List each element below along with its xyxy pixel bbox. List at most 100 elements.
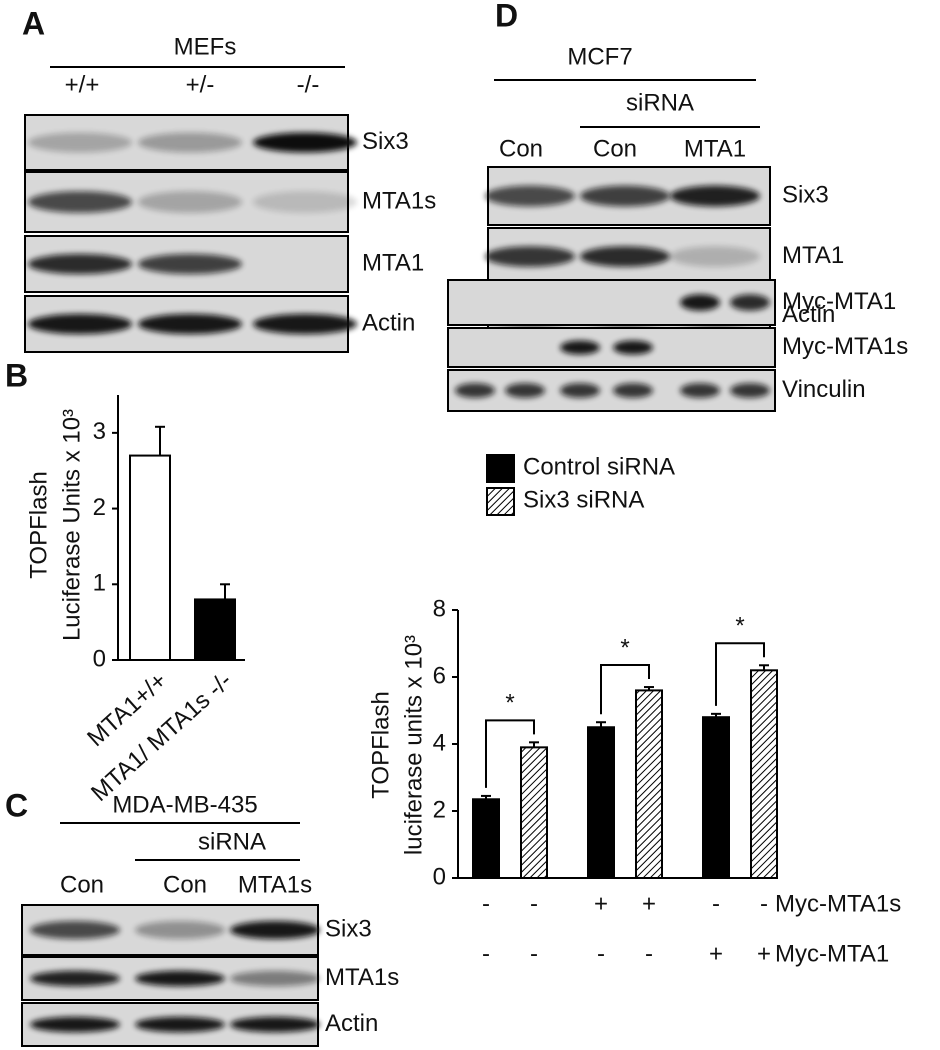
band (253, 132, 357, 153)
row-label: Actin (325, 1010, 378, 1037)
band (613, 340, 653, 355)
blot-subheader: siRNA (626, 89, 694, 116)
condition-label: Myc-MTA1s (775, 890, 901, 917)
row-label: Six3 (362, 128, 409, 155)
lane-label: -/- (297, 71, 320, 98)
condition-sign: + (757, 940, 771, 967)
band (670, 246, 760, 267)
condition-sign: + (642, 890, 656, 917)
condition-sign: - (482, 940, 490, 967)
error-bar (220, 583, 230, 600)
blot-strip (447, 327, 776, 368)
lane-label: MTA1s (238, 871, 312, 898)
y-tick-label: 8 (433, 595, 446, 622)
error-bar (481, 794, 491, 800)
significance-bracket (485, 719, 535, 788)
blot-strip (447, 369, 776, 412)
legend-swatch (486, 454, 515, 483)
error-bar (759, 664, 769, 671)
row-label: Vinculin (782, 376, 866, 403)
panel-label: A (22, 5, 45, 41)
y-tick-label: 6 (433, 662, 446, 689)
row-label: Six3 (325, 915, 372, 942)
y-tick-label: 4 (433, 729, 446, 756)
band (253, 313, 357, 335)
significance-star: * (505, 690, 514, 717)
band (30, 1016, 120, 1033)
panel-label: B (5, 357, 28, 393)
y-axis-label: Luciferase Units x 10³ (58, 409, 85, 641)
band (138, 132, 242, 153)
blot-strip (447, 279, 776, 326)
blot-header: MDA-MB-435 (112, 791, 257, 818)
row-label: MTA1 (782, 242, 844, 269)
lane-label: Con (163, 871, 207, 898)
error-bar (711, 712, 721, 718)
row-label: MTA1s (325, 964, 399, 991)
y-tick-label: 0 (433, 863, 446, 890)
band (138, 191, 242, 213)
row-label: MTA1s (362, 187, 436, 214)
band (580, 185, 670, 207)
row-label: Actin (362, 309, 415, 336)
condition-label: Myc-MTA1 (775, 940, 889, 967)
panel-label: D (495, 0, 518, 33)
lane-label: Con (593, 135, 637, 162)
band (560, 383, 600, 398)
condition-sign: + (709, 940, 723, 967)
band (730, 383, 770, 398)
bar (750, 669, 778, 879)
band (230, 921, 320, 939)
y-tick-label: 0 (93, 645, 106, 672)
significance-bracket (715, 642, 765, 706)
lane-label: Con (60, 871, 104, 898)
y-tick-label: 2 (93, 494, 106, 521)
band (28, 253, 132, 275)
row-label: Actin (782, 301, 835, 328)
band (670, 185, 760, 207)
band (138, 313, 242, 335)
row-label: Six3 (782, 181, 829, 208)
band (30, 921, 120, 939)
panel-label: C (5, 787, 28, 823)
band (230, 1016, 320, 1033)
band (28, 191, 132, 213)
band (485, 185, 575, 207)
y-tick-label: 3 (93, 418, 106, 445)
row-label: MTA1 (362, 249, 424, 276)
band (230, 970, 320, 987)
lane-label: +/+ (65, 71, 100, 98)
band (28, 313, 132, 335)
band (680, 383, 720, 398)
bar (635, 689, 663, 880)
band (455, 383, 495, 398)
condition-sign: - (482, 890, 490, 917)
significance-star: * (735, 613, 744, 640)
blot-header: MCF7 (567, 43, 632, 70)
row-label: Myc-MTA1 (782, 288, 896, 315)
band (30, 970, 120, 987)
band (485, 246, 575, 267)
error-bar (596, 721, 606, 728)
band (730, 294, 770, 311)
band (613, 383, 653, 398)
y-tick-label: 1 (93, 570, 106, 597)
legend-label: Control siRNA (523, 453, 675, 480)
condition-sign: - (597, 940, 605, 967)
condition-sign: - (712, 890, 720, 917)
error-bar (644, 686, 654, 691)
blot-header: MEFs (174, 33, 237, 60)
y-axis-label: TOPFlash (367, 691, 394, 799)
band (135, 921, 225, 939)
lane-label: Con (499, 135, 543, 162)
error-bar (529, 741, 539, 748)
band (560, 340, 600, 355)
error-bar (155, 425, 165, 456)
bar (587, 726, 615, 879)
blot-subheader: siRNA (198, 828, 266, 855)
band (28, 132, 132, 153)
y-tick-label: 2 (433, 796, 446, 823)
condition-sign: - (530, 890, 538, 917)
lane-label: +/- (186, 71, 215, 98)
